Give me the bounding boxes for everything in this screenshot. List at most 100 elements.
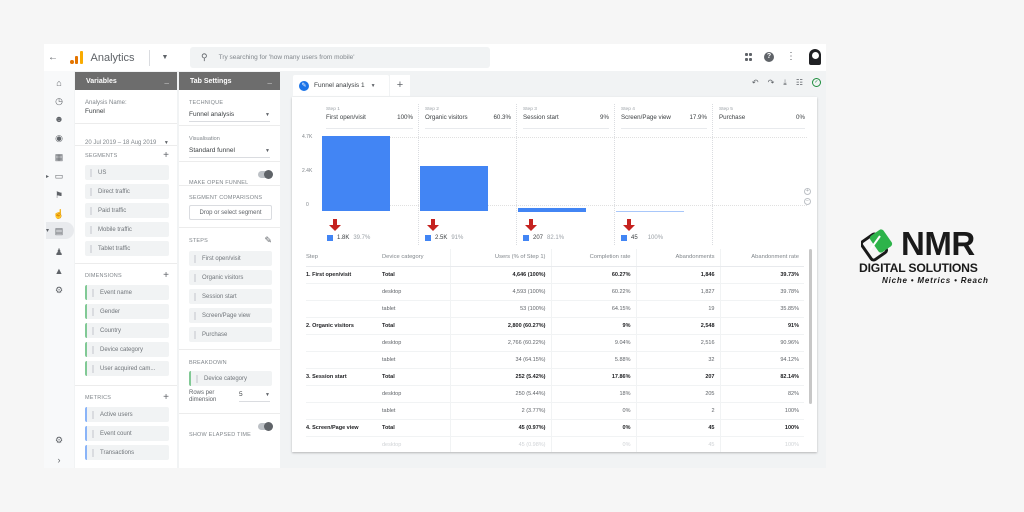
settings-icon[interactable]: ⚙	[54, 285, 64, 295]
column-header[interactable]: Users (% of Step 1)	[449, 249, 551, 267]
expand-rail-chevron-icon[interactable]: ›	[57, 455, 61, 465]
dimension-chip[interactable]: Device category	[85, 342, 169, 357]
property-dropdown-caret-icon[interactable]: ▼	[161, 54, 169, 61]
funnel-step-column[interactable]: Step 3 Session start 9%	[516, 104, 614, 245]
analysis-icon[interactable]: ▤	[54, 226, 64, 236]
zoom-in-icon[interactable]: +	[804, 188, 811, 195]
column-header[interactable]: Abandonments	[635, 249, 720, 267]
table-row[interactable]: tablet 53 (100%) 64.15% 19 35.85%	[306, 300, 804, 318]
search-placeholder[interactable]: Try searching for 'how many users from m…	[218, 54, 355, 61]
dimension-chip[interactable]: User acquired cam...	[85, 361, 169, 376]
open-funnel-toggle[interactable]	[258, 170, 273, 179]
more-vert-icon[interactable]: ⋮	[786, 51, 796, 62]
rows-per-dimension-select[interactable]: 5 ▼	[239, 391, 270, 402]
funnel-step-column[interactable]: Step 5 Purchase 0%	[712, 104, 810, 245]
segment-chip[interactable]: Mobile traffic	[85, 222, 169, 237]
drag-handle-icon[interactable]	[92, 307, 94, 316]
realtime-clock-icon[interactable]: ◷	[55, 96, 63, 106]
hierarchy-icon[interactable]: ▲	[54, 266, 64, 276]
step-chip[interactable]: Screen/Page view	[189, 308, 272, 323]
column-header[interactable]: Step	[306, 249, 382, 267]
verified-shield-icon[interactable]: ✓	[812, 78, 821, 87]
drag-handle-icon[interactable]	[92, 410, 94, 419]
drag-handle-icon[interactable]	[90, 206, 92, 215]
step-chip[interactable]: Purchase	[189, 327, 272, 342]
drag-handle-icon[interactable]	[194, 292, 196, 301]
zoom-out-icon[interactable]: −	[804, 198, 811, 205]
date-range-section[interactable]: 20 Jul 2019 – 18 Aug 2019 ▼	[75, 124, 177, 146]
download-icon[interactable]: ⤓	[783, 78, 787, 87]
dimension-chip[interactable]: Event name	[85, 285, 169, 300]
metric-chip[interactable]: Event count	[85, 426, 169, 441]
segment-chip[interactable]: Direct traffic	[85, 184, 169, 199]
column-header[interactable]: Completion rate	[550, 249, 636, 267]
minimize-icon[interactable]: _	[164, 76, 169, 85]
step-chip[interactable]: Session start	[189, 289, 272, 304]
chevron-down-icon[interactable]: ▼	[370, 82, 376, 89]
elapsed-time-toggle[interactable]	[258, 422, 273, 431]
funnel-bar-step-4[interactable]	[616, 211, 684, 212]
date-range[interactable]: 20 Jul 2019 – 18 Aug 2019	[85, 140, 157, 146]
add-segment-plus-icon[interactable]: +	[163, 150, 169, 161]
metric-chip[interactable]: Transactions	[85, 445, 169, 460]
visualisation-select[interactable]: Standard funnel ▼	[189, 147, 270, 158]
avatar[interactable]	[808, 49, 822, 65]
back-arrow-icon[interactable]: ←	[48, 52, 58, 63]
breakdown-chip[interactable]: Device category	[189, 371, 272, 386]
search-bar[interactable]: ⚲ Try searching for 'how many users from…	[190, 47, 490, 68]
user-explorer-icon[interactable]: ♟	[54, 247, 64, 257]
minimize-icon[interactable]: _	[267, 76, 272, 85]
segment-chip[interactable]: Paid traffic	[85, 203, 169, 218]
drag-handle-icon[interactable]	[194, 273, 196, 282]
table-row[interactable]: 4. Screen/Page view Total 45 (0.97%) 0% 45 10…	[306, 419, 804, 437]
table-row[interactable]: desktop 250 (5.44%) 18% 205 82%	[306, 385, 804, 403]
funnel-step-column[interactable]: Step 2 Organic visitors 60.3%	[418, 104, 516, 245]
drag-handle-icon[interactable]	[90, 168, 92, 177]
devices-icon[interactable]: ▭	[54, 171, 64, 181]
add-dimension-plus-icon[interactable]: +	[163, 270, 169, 281]
technique-select[interactable]: Funnel analysis ▼	[189, 111, 270, 122]
acquisition-globe-icon[interactable]: ◉	[55, 133, 63, 143]
tab-funnel-analysis-1[interactable]: ✎ Funnel analysis 1 ▼	[293, 75, 389, 96]
table-scrollbar[interactable]	[809, 249, 812, 404]
table-row[interactable]: 1. First open/visit Total 4,646 (100%) 60.2…	[306, 266, 804, 284]
funnel-step-column[interactable]: Step 4 Screen/Page view 17.9%	[614, 104, 712, 245]
drag-handle-icon[interactable]	[92, 364, 94, 373]
funnel-bar-step-1[interactable]	[322, 136, 390, 211]
table-row[interactable]: desktop 4,593 (100%) 60.22% 1,827 39.78%	[306, 283, 804, 301]
analysis-name-value[interactable]: Funnel	[85, 108, 105, 115]
edit-steps-pencil-icon[interactable]: ✎	[264, 235, 272, 245]
add-tab-button[interactable]: +	[390, 75, 410, 96]
drag-handle-icon[interactable]	[194, 311, 196, 320]
add-metric-plus-icon[interactable]: +	[163, 392, 169, 403]
column-header[interactable]: Abandonment rate	[719, 249, 804, 267]
drag-handle-icon[interactable]	[92, 326, 94, 335]
table-row[interactable]: 3. Session start Total 252 (5.42%) 17.86% 20…	[306, 368, 804, 386]
date-caret-icon[interactable]: ▼	[163, 140, 169, 146]
drag-handle-icon[interactable]	[90, 225, 92, 234]
funnel-bar-step-3[interactable]	[518, 208, 586, 212]
dimension-chip[interactable]: Country	[85, 323, 169, 338]
metric-chip[interactable]: Active users	[85, 407, 169, 422]
undo-icon[interactable]: ↶	[751, 78, 759, 87]
drag-handle-icon[interactable]	[194, 254, 196, 263]
home-icon[interactable]: ⌂	[56, 78, 62, 88]
help-icon[interactable]: ?	[764, 52, 774, 62]
drag-handle-icon[interactable]	[90, 187, 92, 196]
table-row[interactable]: desktop 2,766 (60.22%) 9.04% 2,516 90.96%	[306, 334, 804, 352]
drag-handle-icon[interactable]	[92, 448, 94, 457]
conversions-flag-icon[interactable]: ⚑	[54, 190, 64, 200]
table-row[interactable]: desktop 45 (0.98%) 0% 45 100%	[306, 436, 804, 452]
apps-grid-icon[interactable]	[744, 53, 752, 61]
drag-handle-icon[interactable]	[90, 244, 92, 253]
share-users-icon[interactable]: ☷	[795, 78, 803, 87]
funnel-bar-step-2[interactable]	[420, 166, 488, 211]
drag-handle-icon[interactable]	[92, 429, 94, 438]
table-row[interactable]: 2. Organic visitors Total 2,800 (60.27%) 9%…	[306, 317, 804, 335]
column-header[interactable]: Device category	[382, 249, 450, 267]
dimension-chip[interactable]: Gender	[85, 304, 169, 319]
drag-handle-icon[interactable]	[92, 288, 94, 297]
segment-chip[interactable]: Tablet traffic	[85, 241, 169, 256]
audience-person-icon[interactable]: ☻	[54, 114, 64, 124]
redo-icon[interactable]: ↷	[767, 78, 775, 87]
